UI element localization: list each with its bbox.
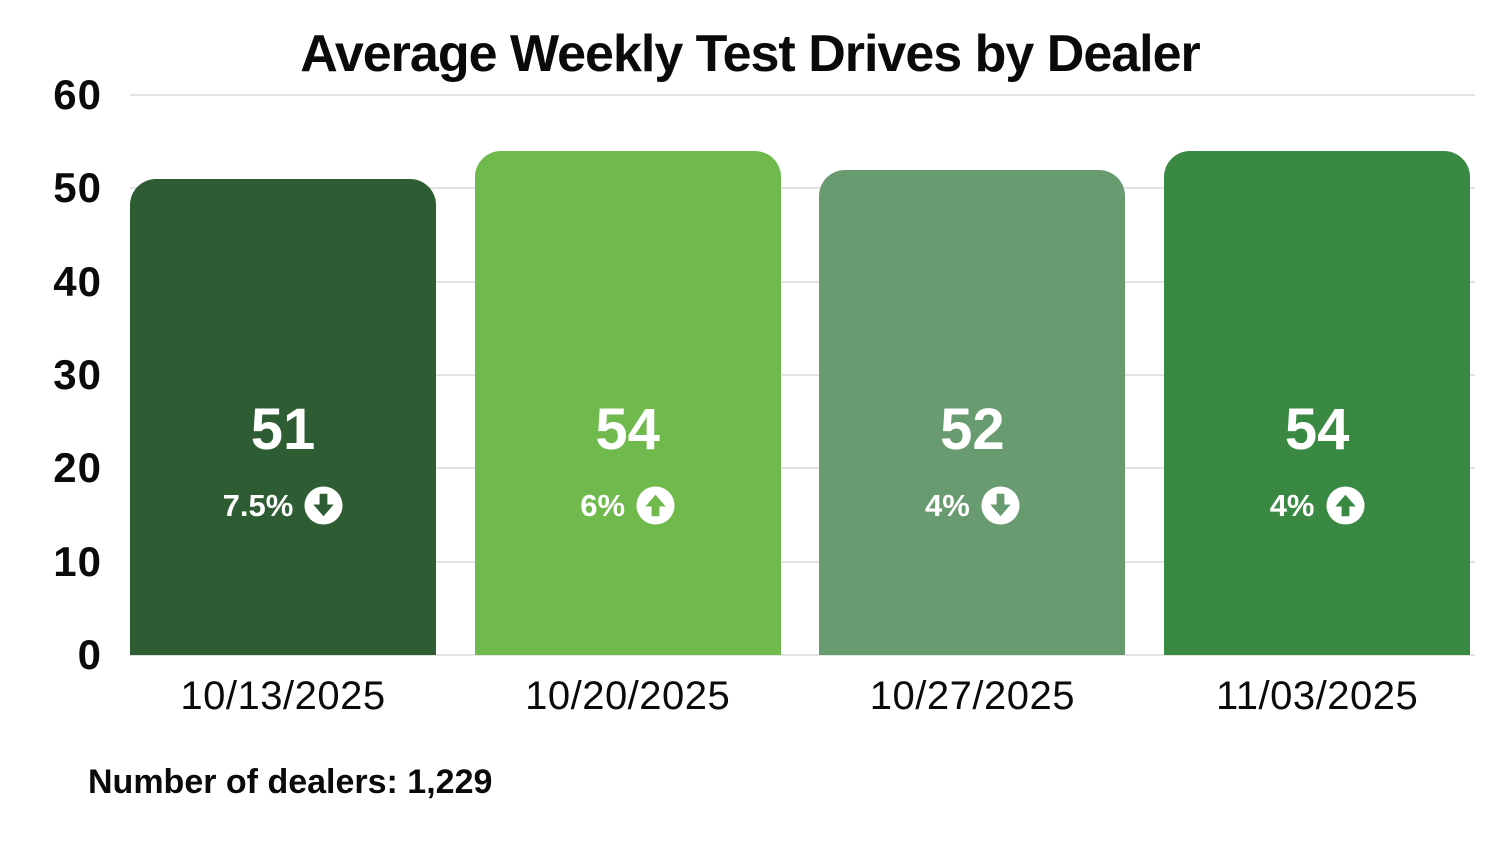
y-tick-label-30: 30 (53, 351, 102, 398)
gridline-0 (130, 654, 1475, 656)
bar-11/03/2025: 54 4% (1164, 151, 1471, 655)
gridline-60 (130, 94, 1475, 96)
bar-value-label: 51 (250, 397, 316, 462)
bar-value-label: 54 (1284, 397, 1350, 462)
trend-down-icon (981, 486, 1020, 525)
gridline-10 (130, 560, 1475, 563)
bar-change-row: 7.5% (130, 486, 436, 525)
change-percent-label: 4% (924, 487, 970, 523)
bar-10/13/2025: 51 7.5% (130, 179, 436, 655)
bar-value-label: 52 (940, 396, 1005, 462)
trend-up-icon (636, 486, 675, 525)
gridline-20 (130, 467, 1475, 470)
y-tick-label-0: 0 (77, 631, 102, 678)
y-tick-label-10: 10 (53, 537, 102, 585)
trend-up-icon (1325, 486, 1365, 525)
y-tick-label-20: 20 (53, 444, 102, 492)
x-tick-label-10/13/2025: 10/13/2025 (180, 674, 386, 718)
x-tick-label-11/03/2025: 11/03/2025 (1215, 674, 1419, 718)
y-tick-label-60: 60 (53, 71, 102, 118)
gridline-40 (130, 280, 1475, 283)
change-percent-label: 7.5% (222, 488, 294, 523)
chart-title: Average Weekly Test Drives by Dealer (300, 25, 1201, 83)
y-tick-label-40: 40 (53, 257, 102, 305)
change-percent-label: 4% (1269, 488, 1315, 523)
trend-down-icon (304, 486, 343, 525)
x-tick-label-10/20/2025: 10/20/2025 (525, 674, 731, 718)
bar-10/27/2025: 52 4% (819, 169, 1126, 655)
dealer-count-footnote: Number of dealers: 1,229 (88, 763, 493, 801)
gridline-50 (130, 187, 1475, 190)
bar-change-row: 4% (819, 486, 1125, 525)
x-tick-label-10/27/2025: 10/27/2025 (869, 674, 1075, 718)
change-percent-label: 6% (580, 488, 626, 523)
bar-10/20/2025: 54 6% (474, 151, 781, 655)
bar-value-label: 54 (595, 397, 660, 462)
bar-change-row: 4% (1164, 486, 1470, 525)
bar-change-row: 6% (475, 486, 781, 525)
gridline-30 (130, 374, 1475, 376)
y-tick-label-50: 50 (53, 164, 102, 212)
